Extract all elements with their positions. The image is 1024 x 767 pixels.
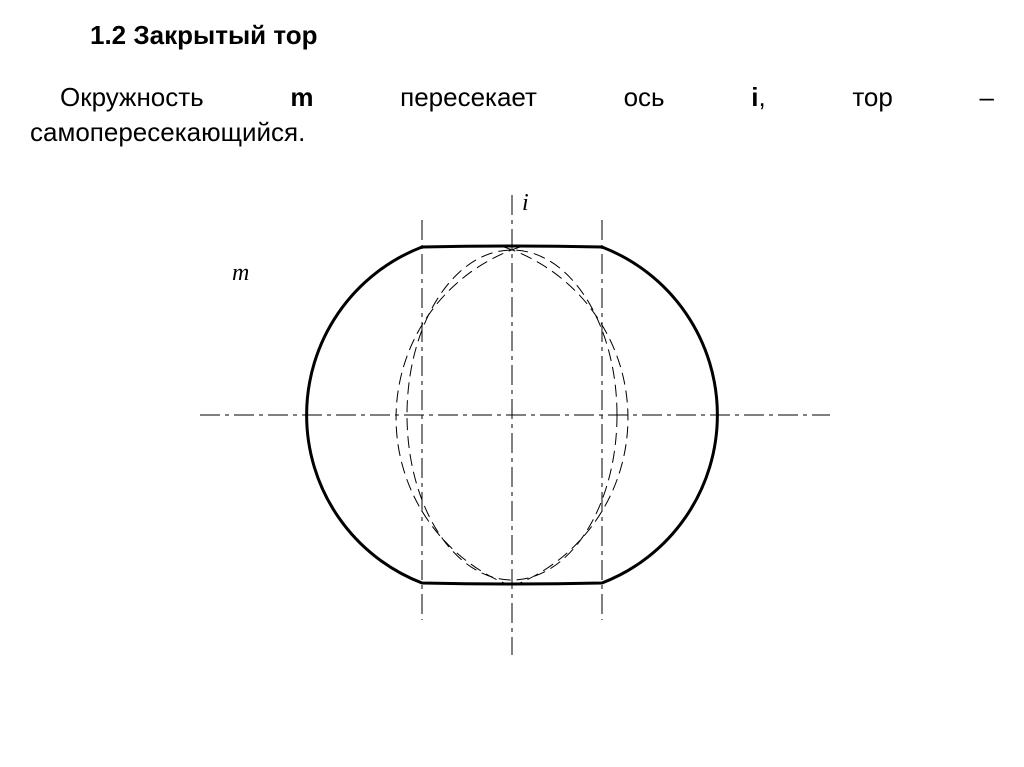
section-paragraph: Окружность m пересекает ось i, тор – сам… bbox=[30, 80, 994, 150]
section-heading: 1.2 Закрытый тор bbox=[90, 20, 318, 51]
word-bold: m bbox=[290, 80, 313, 115]
line2: самопересекающийся. bbox=[30, 115, 994, 150]
label-i: i bbox=[522, 190, 529, 216]
word: – bbox=[979, 80, 993, 115]
word: тор bbox=[852, 80, 893, 115]
word-punct: i, bbox=[751, 80, 765, 115]
word: пересекает bbox=[400, 80, 537, 115]
word: Окружность bbox=[60, 80, 204, 115]
label-m: m bbox=[232, 260, 249, 286]
torus-diagram: mi bbox=[0, 155, 1024, 715]
word: ось bbox=[624, 80, 665, 115]
